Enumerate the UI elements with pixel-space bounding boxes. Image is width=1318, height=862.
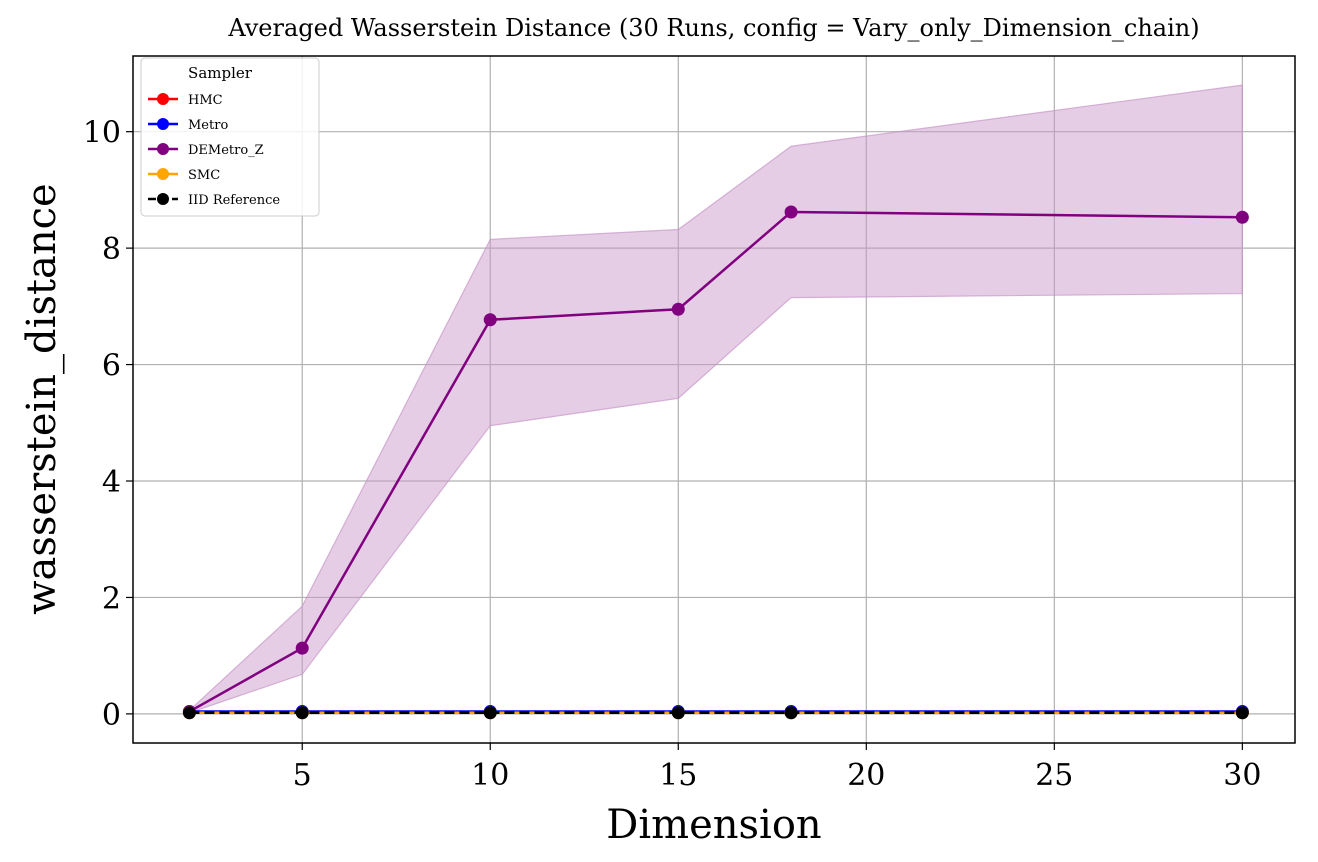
tick-group: 5 10 15 20 25 30 0 2 4 6 8 10: [83, 116, 1262, 793]
series-group: [182, 205, 1249, 720]
legend-hmc-label: HMC: [188, 93, 223, 108]
y-tick-label: 10: [83, 116, 121, 151]
x-axis-label: Dimension: [606, 802, 821, 848]
demetro-z-data-point: [784, 205, 798, 219]
x-tick-label: 15: [659, 758, 697, 793]
demetro-z-data-point: [671, 302, 685, 316]
iid-reference-data-point: [182, 706, 196, 720]
legend-demetro-z-marker: [157, 143, 169, 155]
legend-metro-marker: [157, 118, 169, 130]
y-tick-label: 4: [102, 465, 121, 500]
x-tick-label: 30: [1223, 758, 1261, 793]
chart-title: Averaged Wasserstein Distance (30 Runs, …: [227, 14, 1199, 42]
x-tick-label: 20: [847, 758, 885, 793]
y-tick-label: 6: [102, 349, 121, 384]
iid-reference-data-point: [784, 706, 798, 720]
y-axis-label: wasserstein_distance: [19, 183, 65, 614]
demetro-z-confidence-band: [188, 84, 1243, 714]
confidence-band-group: [188, 84, 1243, 714]
legend-title: Sampler: [188, 64, 253, 82]
legend-iid-reference-label: IID Reference: [188, 193, 280, 208]
legend-hmc-marker: [157, 93, 169, 105]
x-tick-label: 10: [471, 758, 509, 793]
demetro-z-series-line: [188, 210, 1243, 713]
legend-box: [140, 57, 320, 217]
legend-smc-label: SMC: [188, 168, 220, 183]
x-tick-label: 25: [1035, 758, 1073, 793]
iid-reference-data-point: [483, 706, 497, 720]
legend-smc-marker: [157, 168, 169, 180]
iid-reference-data-point: [1235, 706, 1249, 720]
legend: Sampler HMC Metro DEMetro_Z SMC IID Reference: [140, 57, 320, 217]
legend-metro-label: Metro: [188, 118, 228, 133]
demetro-z-data-point: [295, 641, 309, 655]
y-tick-label: 2: [102, 581, 121, 616]
y-tick-label: 8: [102, 232, 121, 267]
demetro-z-data-point: [1235, 210, 1249, 224]
iid-reference-data-point: [295, 706, 309, 720]
legend-demetro-z-label: DEMetro_Z: [188, 143, 264, 158]
y-tick-label: 0: [102, 698, 121, 733]
iid-reference-data-point: [671, 706, 685, 720]
x-tick-label: 5: [293, 758, 312, 793]
demetro-z-data-point: [483, 313, 497, 327]
legend-iid-reference-marker: [157, 193, 169, 205]
plot-frame: [132, 55, 1296, 744]
